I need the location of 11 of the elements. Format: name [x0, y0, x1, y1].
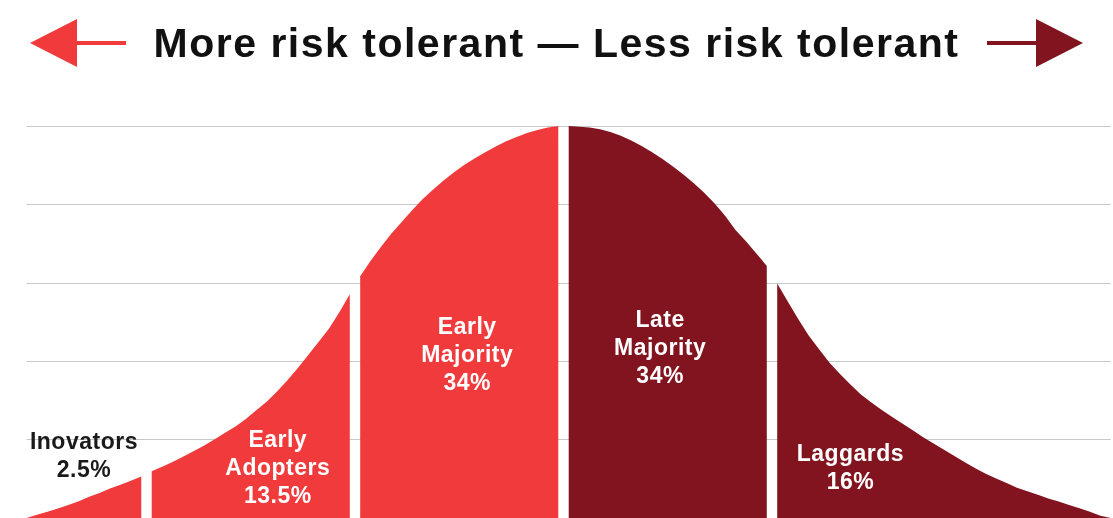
series-label: Laggards — [795, 439, 906, 468]
annotation: 34% — [635, 360, 685, 389]
series-label: Early Majority — [420, 311, 515, 368]
annotation: 2.5% — [55, 454, 113, 483]
series-label: Inovators — [28, 426, 139, 455]
annotation: 16% — [825, 467, 876, 496]
series-label: Late Majority — [613, 304, 708, 361]
annotation: 13.5% — [242, 481, 313, 510]
annotation: 34% — [442, 367, 492, 396]
chart-title: More risk tolerant — Less risk tolerant — [153, 19, 960, 67]
series-label: Early Adopters — [224, 425, 332, 482]
